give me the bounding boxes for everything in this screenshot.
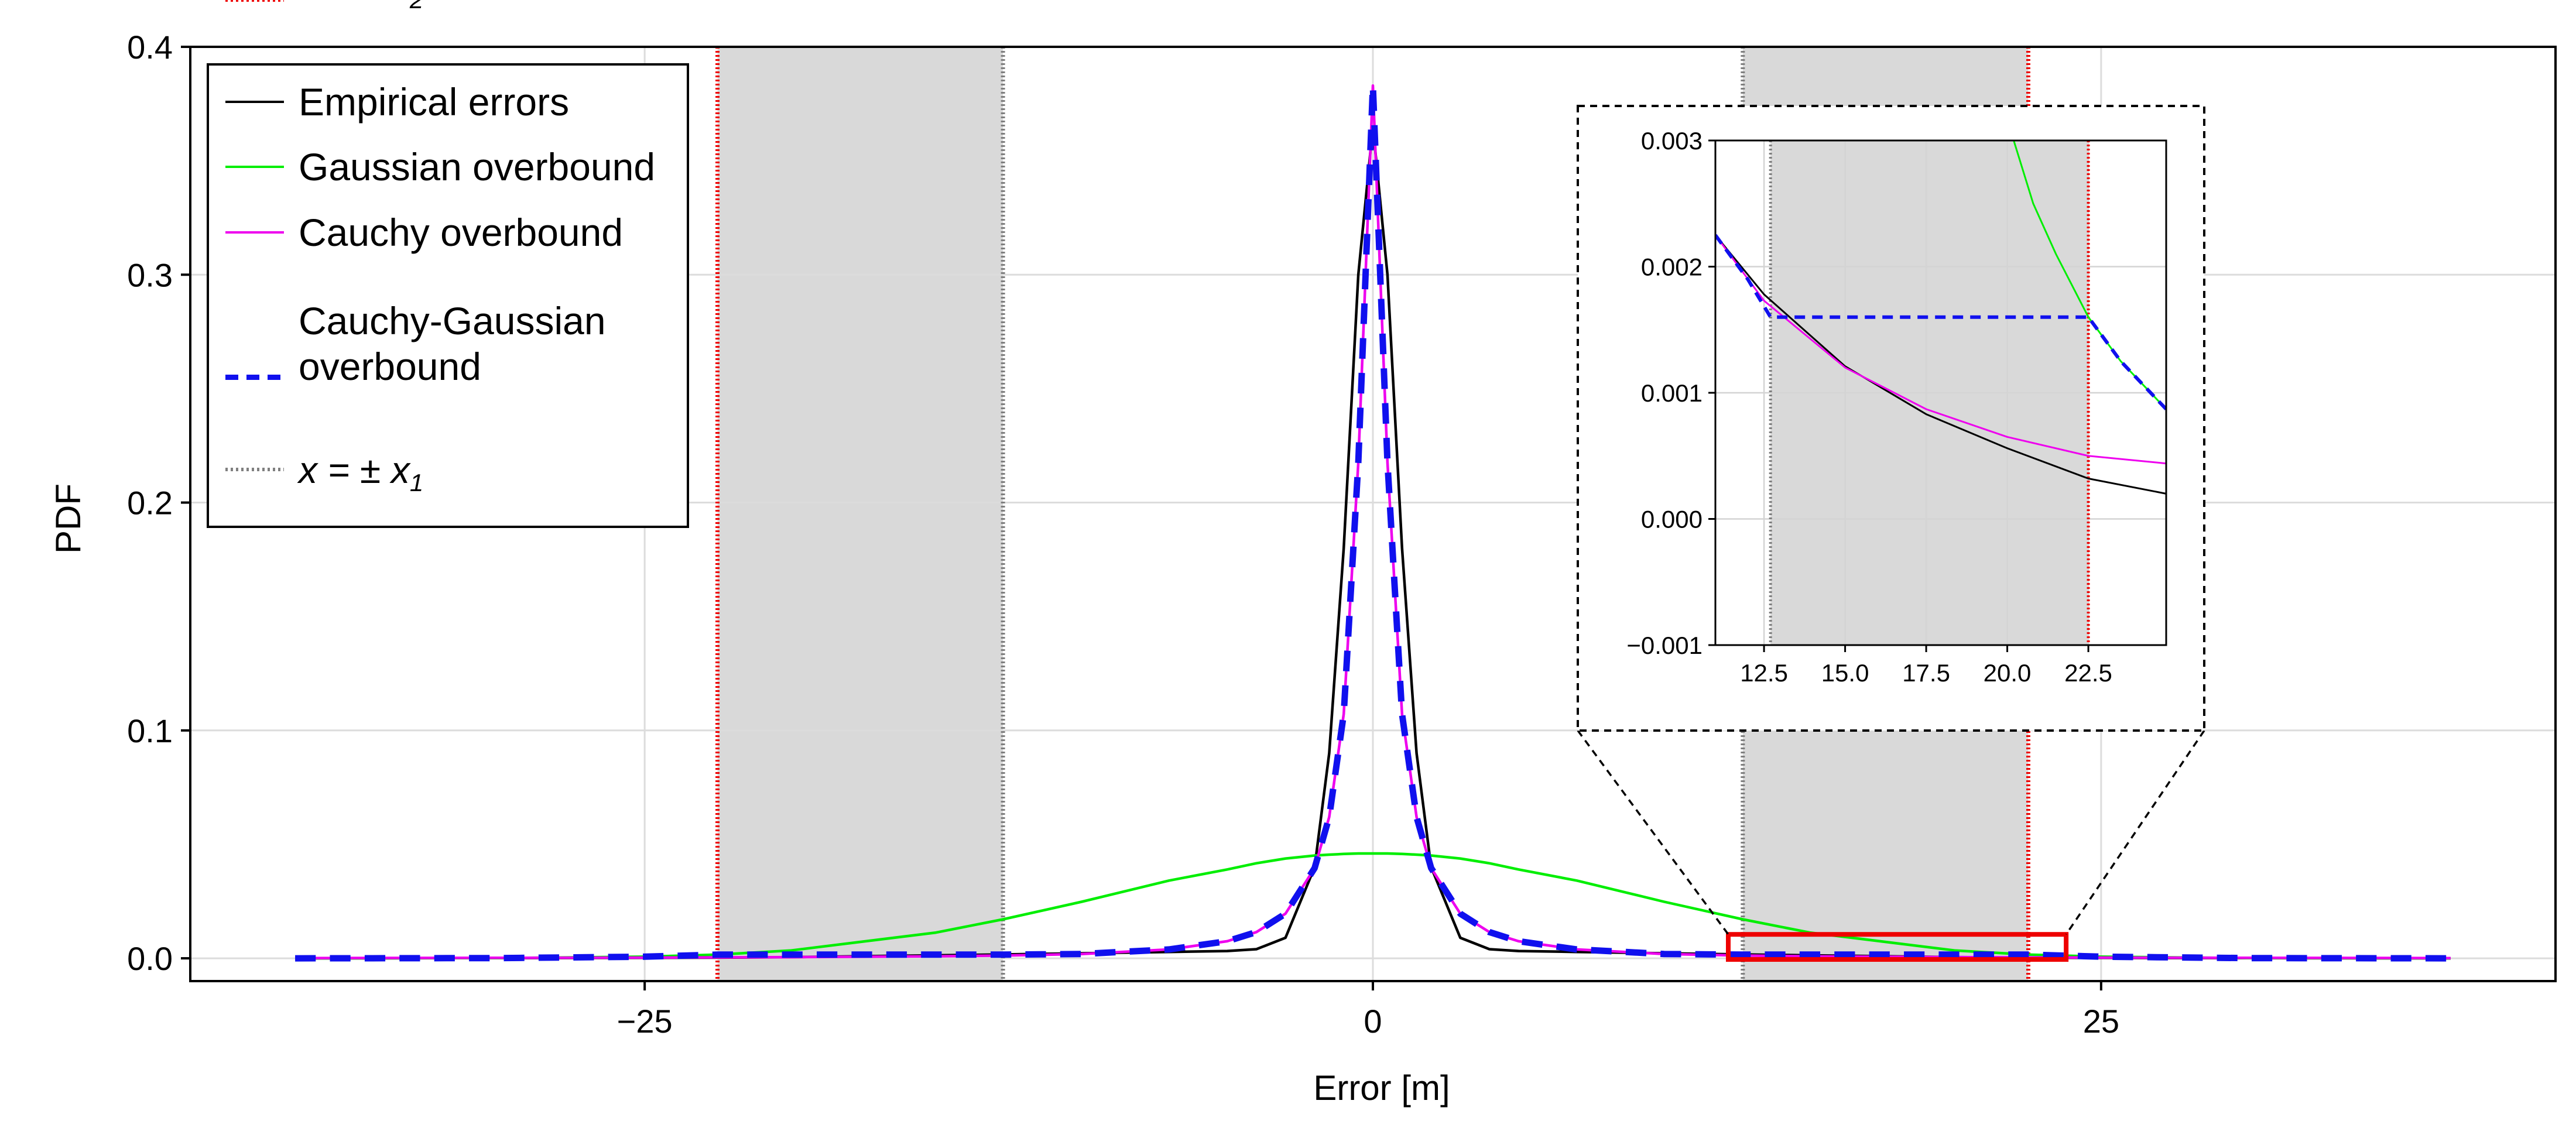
legend-label-subscript: 2 [409, 0, 423, 13]
connector-left [1577, 729, 1729, 935]
inset-plot: −0.001 0.000 0.001 0.002 0.003 12.5 15.0 17.5 20… [1577, 105, 2205, 732]
y-axis-title: PDF [49, 484, 88, 554]
inset-x-tick-label: 22.5 [2064, 659, 2112, 687]
inset-x-tick-label: 20.0 [1984, 659, 2032, 687]
zoom-connector-lines [1577, 729, 2205, 935]
legend-label: x = ± x2 [297, 0, 423, 13]
legend-box [207, 63, 689, 528]
x-tick-label: 25 [2083, 1003, 2119, 1040]
inset-y-tick-label: 0.000 [1641, 506, 1703, 533]
series-line-2 [295, 852, 2451, 960]
y-tick-label: 0.3 [127, 256, 173, 293]
inset-y-tick-label: −0.001 [1626, 632, 1703, 659]
legend-label: Gaussian overbound [299, 145, 655, 188]
y-tick-label: 0.2 [127, 485, 173, 522]
inset-axes-frame [1714, 139, 2167, 646]
inset-y-tick-label: 0.001 [1641, 379, 1703, 407]
y-tick-label: 0.0 [127, 940, 173, 977]
series-line-4 [295, 82, 2451, 962]
x-tick-label: 0 [1364, 1003, 1382, 1040]
inset-series-line-1 [1715, 234, 2166, 495]
inset-series-line-4 [1715, 234, 2166, 411]
inset-series-group [1715, 140, 2166, 495]
inset-y-tick-label: 0.003 [1641, 127, 1703, 155]
inset-x-tick-label: 12.5 [1740, 659, 1788, 687]
legend-label: Empirical errors [299, 80, 569, 124]
inset-y-tick-label: 0.002 [1641, 253, 1703, 281]
inset-x-tick-label: 17.5 [1902, 659, 1950, 687]
shaded-region-1 [717, 47, 1003, 981]
x-axis-title: Error [m] [1313, 1068, 1450, 1108]
connector-right [2065, 730, 2205, 935]
inset-series-line-3 [1715, 234, 2166, 465]
legend-label-subscript: 1 [410, 469, 423, 496]
inset-x-tick-label: 15.0 [1821, 659, 1869, 687]
legend-label: Cauchy-Gaussian [299, 299, 606, 342]
legend: Empirical errors Gaussian overbound Cauchy… [207, 0, 689, 528]
x-tick-label: −25 [617, 1003, 673, 1040]
y-tick-label: 0.1 [127, 712, 173, 749]
legend-label: overbound [299, 345, 481, 388]
legend-label: x = ± x1 [297, 449, 423, 496]
main-series-group [295, 82, 2451, 962]
zoom-box [1725, 932, 2069, 962]
legend-label: Cauchy overbound [299, 211, 623, 254]
y-tick-label: 0.4 [127, 29, 173, 66]
